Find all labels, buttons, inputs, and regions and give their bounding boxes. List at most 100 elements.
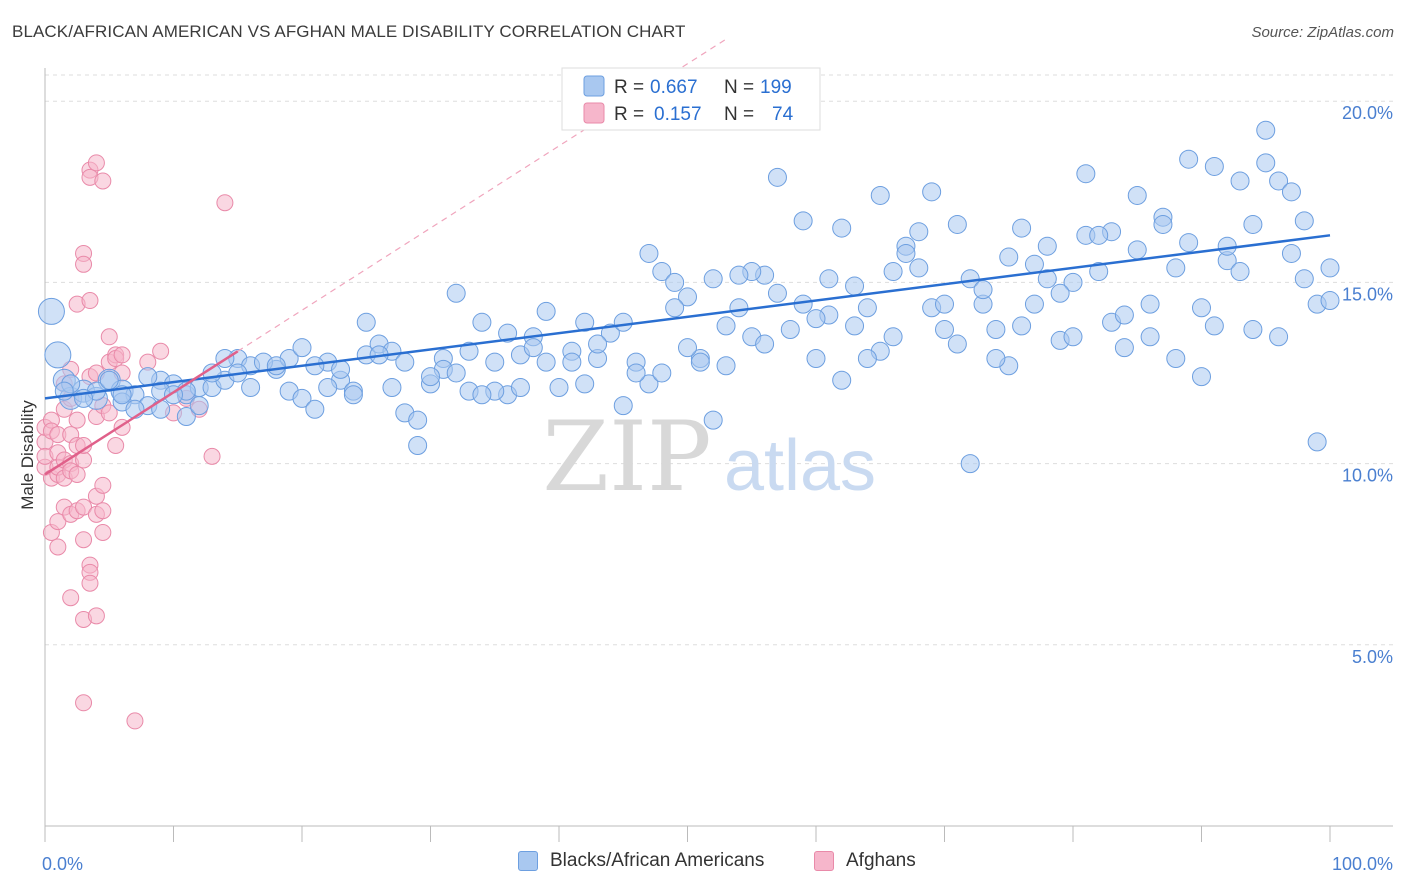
blue-point <box>472 312 492 332</box>
blue-point <box>1050 283 1070 303</box>
watermark: ZIP atlas <box>542 401 876 513</box>
pink-point <box>94 476 112 494</box>
blue-point <box>459 341 479 361</box>
pink-point <box>68 411 86 429</box>
blue-point <box>408 410 428 430</box>
blue-point <box>883 327 903 347</box>
blue-point <box>536 352 556 372</box>
legend-swatch-pink <box>583 102 605 124</box>
trend-line-blacks <box>44 234 1331 400</box>
blue-point <box>780 320 800 340</box>
blue-point <box>600 323 620 343</box>
blue-point <box>1256 120 1276 140</box>
blue-point <box>1037 269 1057 289</box>
blue-point <box>896 243 916 263</box>
blue-point <box>1243 320 1263 340</box>
blue-point <box>1281 243 1301 263</box>
blue-point <box>613 396 633 416</box>
blue-point <box>99 370 119 390</box>
blue-point <box>999 247 1019 267</box>
blue-point <box>716 356 736 376</box>
trend-lines <box>44 38 1331 476</box>
blue-point <box>331 359 351 379</box>
blue-point <box>1037 236 1057 256</box>
pink-point <box>107 437 125 454</box>
blue-point <box>665 272 685 292</box>
blue-point <box>755 334 775 354</box>
blue-point <box>1281 182 1301 202</box>
blue-point <box>408 436 428 455</box>
blue-point <box>562 352 582 372</box>
blue-point <box>523 338 543 358</box>
blue-point <box>639 243 659 263</box>
blue-point <box>266 356 286 376</box>
blue-point <box>1076 164 1096 184</box>
blue-point <box>973 280 993 300</box>
blue-point <box>1127 240 1147 260</box>
axes <box>44 68 1393 842</box>
blue-point <box>151 399 171 419</box>
legend-n-label-pink: N = <box>724 104 754 125</box>
blue-point <box>883 262 903 282</box>
legend-label-afghans: Afghans <box>846 850 916 871</box>
blue-point <box>1217 236 1237 256</box>
blue-point <box>382 378 402 398</box>
blue-point <box>421 367 440 387</box>
blue-point <box>1307 432 1327 452</box>
blue-point <box>1256 153 1276 173</box>
blue-point <box>678 287 697 307</box>
blue-point <box>1140 294 1160 314</box>
blue-point <box>986 349 1006 369</box>
blue-point <box>1269 171 1289 191</box>
blue-point <box>472 385 492 405</box>
blue-point <box>767 283 787 303</box>
pink-point <box>94 502 112 520</box>
blue-point <box>1024 294 1044 314</box>
legend-top: R = 0.667 N = 199 R = 0.157 N = 74 <box>561 67 821 131</box>
blue-point <box>729 265 749 285</box>
blue-point <box>1114 305 1134 325</box>
blue-point <box>446 363 466 383</box>
pink-point <box>62 589 80 607</box>
blue-point <box>613 312 633 332</box>
pink-point <box>94 172 112 190</box>
blue-point <box>1166 258 1186 278</box>
blue-point <box>1063 327 1083 347</box>
blue-point <box>1024 254 1044 274</box>
pink-point <box>87 607 105 625</box>
blue-point <box>1230 171 1250 191</box>
blacks-points <box>37 120 1340 474</box>
blue-point <box>793 211 813 231</box>
chart-source: Source: ZipAtlas.com <box>1251 24 1394 41</box>
blue-point <box>626 363 646 383</box>
legend-swatch-afghans <box>814 851 834 871</box>
blue-point <box>292 388 312 408</box>
legend-r-value-blue: 0.667 <box>650 77 698 98</box>
y-tick-label: 20.0% <box>1342 103 1393 123</box>
blue-point <box>1089 225 1109 245</box>
blue-point <box>935 320 954 340</box>
blue-point <box>1294 211 1314 231</box>
legend-n-value-blue: 199 <box>760 77 792 98</box>
legend-label-blacks: Blacks/African Americans <box>550 850 765 871</box>
legend-swatch-blacks <box>518 851 538 871</box>
pink-point <box>68 465 86 483</box>
pink-point <box>49 538 67 556</box>
watermark-atlas: atlas <box>724 426 876 506</box>
blue-point <box>986 320 1006 340</box>
legend-swatch-blue <box>583 75 605 97</box>
pink-point <box>75 531 93 549</box>
blue-point <box>806 349 826 369</box>
blue-point <box>536 301 556 321</box>
blue-point <box>1192 298 1211 318</box>
blue-point <box>318 378 338 398</box>
blue-point <box>716 316 736 336</box>
blue-point <box>1114 338 1134 358</box>
legend-r-value-pink: 0.157 <box>654 104 702 125</box>
blue-point <box>1204 156 1224 176</box>
blue-point <box>652 262 672 282</box>
blue-point <box>1192 367 1211 387</box>
blue-point <box>947 214 967 234</box>
blue-point <box>678 338 697 358</box>
